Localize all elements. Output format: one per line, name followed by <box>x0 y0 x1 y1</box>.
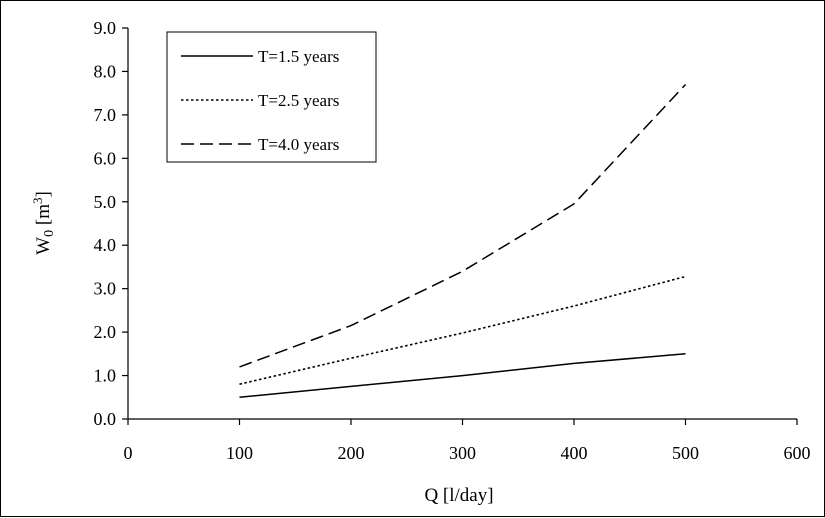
legend: T=1.5 years T=2.5 years T=4.0 years <box>166 31 377 163</box>
y-tick-label: 0.0 <box>94 409 117 429</box>
series-line-2 <box>239 275 686 385</box>
x-tick-label: 600 <box>784 443 811 463</box>
y-tick-label: 5.0 <box>94 192 117 212</box>
x-ticks: 0 100 200 300 400 500 600 <box>124 419 811 463</box>
y-tick-label: 7.0 <box>94 105 117 125</box>
y-tick-label: 4.0 <box>94 235 117 255</box>
y-tick-label: 8.0 <box>94 61 117 81</box>
legend-label-2: T=2.5 years <box>258 91 339 110</box>
y-tick-label: 1.0 <box>94 366 117 386</box>
y-axis-title: W0 [m3] <box>30 191 57 255</box>
y-ticks: 0.0 1.0 2.0 3.0 4.0 5.0 6.0 7.0 8.0 9.0 <box>94 18 128 429</box>
y-tick-label: 2.0 <box>94 322 117 342</box>
x-tick-label: 300 <box>449 443 476 463</box>
x-axis-title: Q [l/day] <box>424 485 493 506</box>
x-tick-label: 500 <box>672 443 699 463</box>
legend-label-3: T=4.0 years <box>258 135 339 154</box>
series-line-3 <box>239 83 687 368</box>
x-tick-label: 200 <box>338 443 365 463</box>
y-tick-label: 3.0 <box>94 279 117 299</box>
series-line-1 <box>239 353 686 399</box>
legend-label-1: T=1.5 years <box>258 47 339 66</box>
x-tick-label: 400 <box>561 443 588 463</box>
x-tick-label: 100 <box>226 443 253 463</box>
series-lines <box>239 83 687 399</box>
legend-box <box>166 31 377 163</box>
y-tick-label: 6.0 <box>94 148 117 168</box>
x-tick-label: 0 <box>124 443 133 463</box>
y-tick-label: 9.0 <box>94 18 117 38</box>
